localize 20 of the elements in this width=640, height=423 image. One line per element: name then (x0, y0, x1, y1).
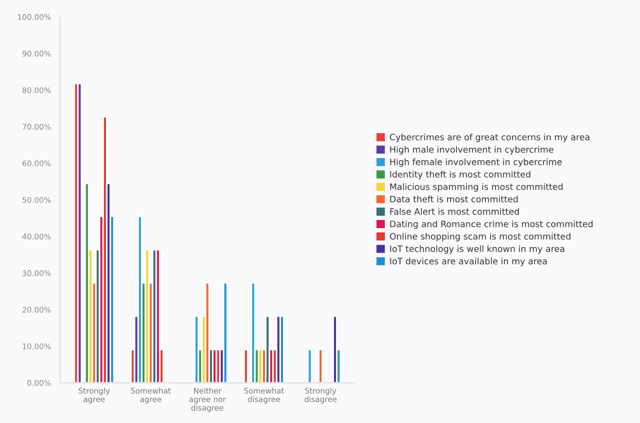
bar (280, 316, 284, 383)
legend-label: High male involvement in cybercrime (390, 146, 554, 154)
legend-label: Online shopping scam is most committed (390, 232, 570, 242)
legend-label: Identity theft is most committed (390, 170, 530, 180)
legend-label: Cybercrimes are of great concerns in my area (390, 134, 590, 142)
bar (156, 248, 160, 383)
bar (77, 82, 82, 383)
legend-label: Dating and Romance crime is most committed (390, 220, 593, 229)
legend-label: IoT devices are available in my area (390, 258, 547, 266)
legend-label: False Alert is most committed (390, 208, 519, 215)
legend-label: High female involvement in cybercrime (390, 158, 562, 167)
bar (307, 348, 312, 383)
bar (244, 348, 248, 383)
bar (222, 282, 228, 383)
legend-label: IoT technology is well known in my area (390, 245, 564, 254)
legend-label: Malicious spamming is most committed (390, 183, 563, 192)
bar (265, 316, 270, 383)
legend-label: Data theft is most committed (390, 196, 518, 202)
bar (204, 282, 210, 383)
bar (318, 348, 323, 383)
